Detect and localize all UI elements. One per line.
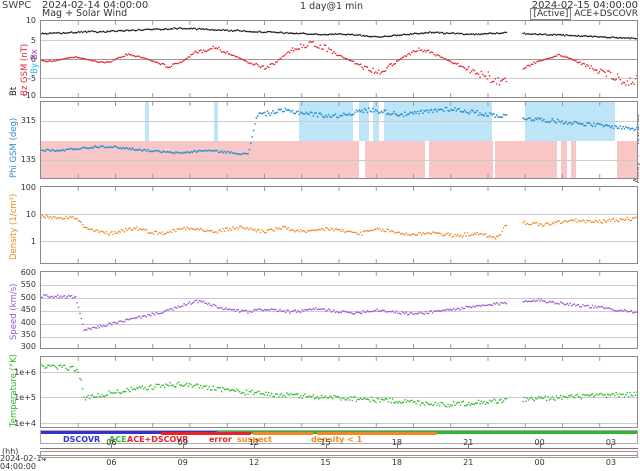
temperature-series-svg xyxy=(41,357,637,427)
speed-ytick-400: 400 xyxy=(20,318,36,327)
phi-axis-label: Phi GSM (deg) xyxy=(9,117,19,178)
panel-magnetic-field[interactable] xyxy=(40,20,638,98)
time-origin-date: 2024-02-14 xyxy=(0,454,47,463)
temp-ytick-1e6: 1e+6 xyxy=(14,368,36,377)
time-tick-mark xyxy=(468,444,470,448)
plot-title: Mag + Solar Wind xyxy=(42,8,128,19)
panel-phi-gsm[interactable] xyxy=(40,101,638,179)
time-tick-mark xyxy=(254,444,256,448)
density-series-svg xyxy=(41,187,637,263)
mag-ytick-0: 0 xyxy=(30,55,36,64)
time-tick-21-bot: 21 xyxy=(463,458,474,467)
speed-ytick-600: 600 xyxy=(20,268,36,277)
mag-ytick-10: 10 xyxy=(25,16,36,25)
speed-ytick-300: 300 xyxy=(20,342,36,351)
mag-ytick-neg10: -10 xyxy=(22,91,36,100)
phi-series-svg xyxy=(41,102,637,178)
time-tick-09-bot: 09 xyxy=(177,458,188,467)
legend-label-suspect: suspect xyxy=(237,435,272,444)
time-tick-12-top: 12 xyxy=(249,438,260,447)
speed-ytick-550: 550 xyxy=(20,280,36,289)
density-ytick-10: 10 xyxy=(25,210,36,219)
legend-bar-dscovr xyxy=(41,431,217,434)
time-tick-mark xyxy=(396,444,398,448)
time-tick-09-top: 09 xyxy=(177,438,188,447)
time-tick-12-bot: 12 xyxy=(249,458,260,467)
time-tick-15-top: 15 xyxy=(320,438,331,447)
speed-ytick-350: 350 xyxy=(20,330,36,339)
time-tick-mark xyxy=(111,444,113,448)
legend-label-dscovr: DSCOVR xyxy=(63,435,101,444)
time-tick-00-bot: 00 xyxy=(534,458,545,467)
panel-temperature[interactable] xyxy=(40,356,638,428)
mag-ytick-5: 5 xyxy=(30,36,36,45)
legend-label-density: density < 1 xyxy=(311,435,363,444)
phi-band-away-5 xyxy=(561,141,567,178)
source-label: ACE+DSCOVR xyxy=(574,9,638,19)
panel-density[interactable] xyxy=(40,186,638,264)
time-tick-18-top: 18 xyxy=(391,438,402,447)
legend-bar-density xyxy=(317,432,437,435)
time-tick-21-top: 21 xyxy=(463,438,474,447)
time-tick-06-top: 06 xyxy=(106,438,117,447)
temperature-axis-label: Temperature (°K) xyxy=(9,353,19,427)
agency-label: SWPC xyxy=(2,0,32,11)
time-tick-mark xyxy=(611,444,613,448)
panel-speed[interactable] xyxy=(40,271,638,349)
legend-label-ace: ACE xyxy=(109,435,127,444)
start-datetime: 2024-02-14 04:00:00 xyxy=(42,0,149,11)
time-tick-15-bot: 15 xyxy=(320,458,331,467)
time-unit-label: (hh) xyxy=(2,447,19,456)
status-badge: [Active] xyxy=(530,8,572,20)
cadence-label: 1 day@1 min xyxy=(300,1,364,12)
speed-ytick-500: 500 xyxy=(20,293,36,302)
time-tick-03-top: 03 xyxy=(605,438,617,447)
header: SWPC 2024-02-14 04:00:00 1 day@1 min 202… xyxy=(0,0,640,18)
legend-strip[interactable]: DSCOVR ACE ACE+DSCOVR error suspect dens… xyxy=(40,430,638,444)
speed-ytick-450: 450 xyxy=(20,305,36,314)
legend-label-error: error xyxy=(209,435,232,444)
phi-band-away-3 xyxy=(429,141,493,178)
source-info: [Active] ACE+DSCOVR xyxy=(530,8,638,20)
phi-band-away-7 xyxy=(617,141,637,178)
phi-band-away-2 xyxy=(365,141,425,178)
time-axis[interactable]: 06 06 09 09 12 12 15 15 18 18 21 21 00 00 03 03 xyxy=(40,438,638,467)
legend-bar-error xyxy=(161,432,251,435)
phi-ytick-135: 135 xyxy=(20,155,36,164)
time-tick-06-bot: 06 xyxy=(106,458,117,467)
mag-ytick-neg5: -5 xyxy=(28,74,36,83)
time-tick-03-bot: 03 xyxy=(605,458,617,467)
density-axis-label: Density (1/cm³) xyxy=(9,193,19,260)
temp-ytick-1e5: 1e+5 xyxy=(14,393,36,402)
legend-label-ace-dscovr: ACE+DSCOVR xyxy=(127,435,189,444)
time-tick-mark xyxy=(539,444,541,448)
mag-axis-label-by: By xyxy=(30,63,40,74)
time-tick-mark xyxy=(325,444,327,448)
phi-band-away-6 xyxy=(571,141,576,178)
density-ytick-1: 1 xyxy=(30,237,36,246)
mag-axis-label-bz: Bz GSM (nT) xyxy=(20,43,30,96)
mag-series-svg xyxy=(41,21,637,97)
phi-band-away-4 xyxy=(495,141,557,178)
time-tick-mark xyxy=(182,444,184,448)
legend-bar-suspect xyxy=(253,432,313,435)
temp-ytick-1e4: 1e+4 xyxy=(14,419,36,428)
time-tick-00-top: 00 xyxy=(534,438,545,447)
time-tick-18-bot: 18 xyxy=(391,458,402,467)
speed-series-svg xyxy=(41,272,637,348)
phi-ytick-315: 315 xyxy=(20,116,36,125)
sub-header: Mag + Solar Wind [Active] ACE+DSCOVR xyxy=(0,8,640,20)
density-ytick-100: 100 xyxy=(20,183,36,192)
end-datetime: 2024-02-15 04:00:00 xyxy=(531,0,638,11)
